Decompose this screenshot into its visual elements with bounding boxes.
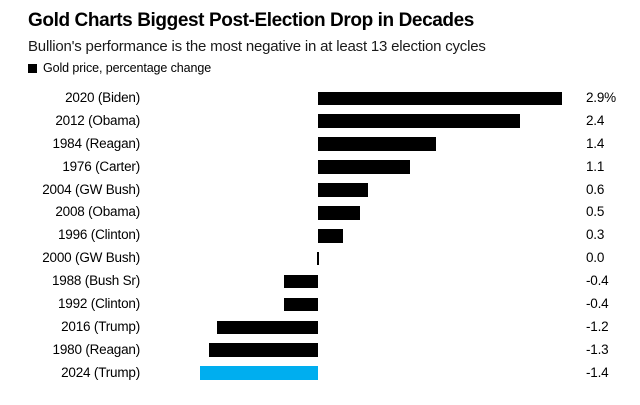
category-label: 1996 (Clinton) [58, 227, 140, 243]
bar [284, 274, 318, 289]
value-label: 0.3 [586, 227, 605, 243]
bar-row: 1988 (Bush Sr) -0.4 [0, 270, 640, 293]
bar-row: 1996 (Clinton) 0.3 [0, 224, 640, 247]
bar-row: 1984 (Reagan) 1.4 [0, 133, 640, 156]
category-label: 1980 (Reagan) [52, 341, 141, 357]
bar [318, 206, 360, 220]
category-label: 1976 (Carter) [62, 158, 140, 174]
bar [317, 251, 319, 266]
bar-row: 1992 (Clinton) -0.4 [0, 293, 640, 316]
bar-row: 2024 (Trump) -1.4 [0, 362, 640, 385]
value-label: 1.1 [586, 158, 605, 174]
category-label: 2016 (Trump) [61, 318, 140, 334]
bar-row: 2004 (GW Bush) 0.6 [0, 179, 640, 202]
value-label: -1.2 [586, 318, 609, 334]
value-label: 0.6 [586, 181, 605, 197]
category-label: 2008 (Obama) [55, 204, 140, 220]
bar [318, 114, 520, 129]
bar-row: 1980 (Reagan) -1.3 [0, 339, 640, 362]
value-label: 1.4 [586, 135, 605, 151]
value-label: 2.4 [586, 112, 605, 128]
category-label: 1992 (Clinton) [58, 296, 140, 312]
bar-row: 2012 (Obama) 2.4 [0, 110, 640, 133]
value-label: 0.0 [586, 250, 605, 266]
bar-chart: 2020 (Biden) 2.9% 2012 (Obama) 2.4 1984 … [0, 87, 640, 385]
legend-label: Gold price, percentage change [43, 61, 212, 75]
chart-subtitle: Bullion's performance is the most negati… [28, 38, 486, 55]
category-label: 1988 (Bush Sr) [52, 273, 140, 289]
legend-swatch-icon [28, 63, 37, 73]
bar [200, 366, 318, 380]
value-label: -0.4 [586, 273, 609, 289]
bar [208, 343, 318, 357]
category-label: 2024 (Trump) [61, 364, 140, 380]
chart-title: Gold Charts Biggest Post-Election Drop i… [28, 10, 474, 31]
bar [318, 91, 562, 106]
category-label: 2004 (GW Bush) [42, 181, 140, 197]
value-label: -1.4 [586, 364, 609, 380]
bar-row: 2008 (Obama) 0.5 [0, 201, 640, 224]
category-label: 1984 (Reagan) [52, 135, 141, 151]
value-label: -0.4 [586, 296, 609, 312]
category-label: 2000 (GW Bush) [42, 250, 140, 266]
bar [318, 183, 369, 197]
bar-row: 2020 (Biden) 2.9% [0, 87, 640, 110]
value-label: 0.5 [586, 204, 605, 220]
legend: Gold price, percentage change [28, 61, 211, 75]
category-label: 2012 (Obama) [55, 112, 140, 128]
bar [318, 228, 344, 243]
bar-row: 2000 (GW Bush) 0.0 [0, 247, 640, 270]
value-label: 2.9% [586, 90, 616, 105]
bar-row: 2016 (Trump) -1.2 [0, 316, 640, 339]
bar-row: 1976 (Carter) 1.1 [0, 156, 640, 179]
bar [318, 160, 411, 174]
bar [284, 297, 318, 312]
value-label: -1.3 [586, 341, 609, 357]
category-label: 2020 (Biden) [65, 90, 140, 105]
bar [318, 137, 436, 151]
bar [217, 320, 318, 335]
